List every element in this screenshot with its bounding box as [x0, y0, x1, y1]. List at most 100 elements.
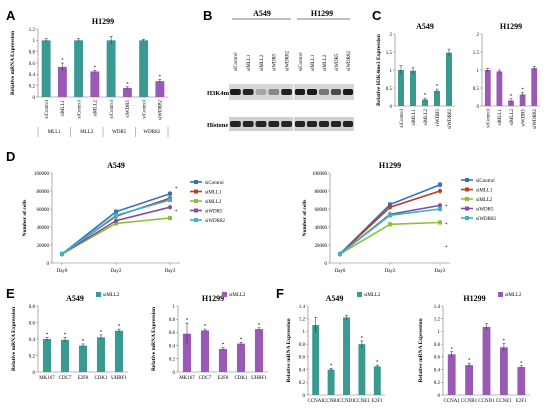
bar: [398, 70, 404, 106]
band-h3k4me3: [230, 89, 241, 95]
bar: [312, 325, 320, 395]
x-tick-label: CCNB1: [323, 399, 340, 404]
y-tick-label: 60000: [315, 208, 328, 213]
bar: [114, 330, 124, 372]
band-h3k4me3: [281, 89, 292, 95]
lane-label: siMLL1: [247, 54, 252, 71]
x-tick-label: siWDR5: [126, 100, 131, 118]
y-tick-label: 0.8: [299, 343, 306, 348]
y-tick-label: 0.4: [434, 368, 441, 373]
significance-star: *: [159, 75, 162, 80]
y-tick-label: 0.4: [169, 344, 176, 349]
legend-swatch: [96, 292, 101, 297]
chart-title: H1299: [92, 17, 114, 26]
y-tick-label: 1.5: [473, 51, 480, 56]
y-tick-label: 0.2: [299, 381, 306, 386]
band-h3k4me3: [342, 89, 354, 95]
band-h3k4me3: [242, 89, 254, 95]
y-tick-label: 1: [438, 330, 441, 335]
x-tick-label: CCNA1: [307, 399, 324, 404]
y-tick-label: 2: [477, 33, 480, 38]
bar: [182, 333, 192, 372]
band-h3k4me3: [255, 89, 267, 95]
band-histone-h3: [281, 121, 292, 127]
x-tick-label: E2F1: [372, 399, 383, 404]
legend-label: siWDR5: [476, 207, 494, 212]
y-tick-label: 0.8: [29, 305, 36, 310]
legend-label: siMLL2: [476, 198, 493, 203]
y-tick-label: 1: [303, 330, 306, 335]
y-tick-label: 0: [325, 262, 328, 267]
y-tick-label: 0.4: [29, 338, 36, 343]
band-h3k4me3: [294, 89, 306, 95]
y-tick-label: 0.6: [29, 62, 36, 67]
legend-marker: [194, 208, 198, 213]
y-tick-label: 1.4: [434, 305, 441, 310]
bar: [42, 339, 52, 372]
y-tick-label: 1: [173, 305, 176, 310]
legend-label: siWDR82: [476, 217, 497, 222]
bar: [531, 68, 538, 106]
significance-star: *: [64, 333, 67, 338]
y-tick-label: 0: [47, 262, 50, 267]
significance-star: *: [510, 94, 513, 99]
lane-label: siControl: [299, 52, 304, 71]
chart-F2: H1299 Relative mRNA Expression 0 0.2 0.4 0.6 0…: [418, 292, 530, 404]
lane-label: siMLL2: [323, 54, 328, 71]
x-tick-label: CCNB1: [461, 399, 478, 404]
blot-title-h1299: H1299: [311, 9, 333, 18]
band-histone-h3: [318, 121, 330, 127]
legend-label: siWDR82: [205, 219, 226, 224]
band-h3k4me3: [318, 89, 330, 95]
x-tick-label: CCNE1: [354, 399, 370, 404]
chart-D2: H1299 Number of cells 0 20000 40000 60000 8000…: [302, 161, 497, 274]
series-line: [61, 199, 171, 255]
lane-label: siMLL1: [311, 54, 316, 71]
legend-marker: [194, 180, 198, 184]
x-tick-label: CDC7: [59, 376, 72, 381]
significance-star: *: [436, 85, 439, 90]
bar: [254, 329, 264, 372]
legend-swatch: [357, 292, 362, 297]
x-tick-label: siControl: [142, 99, 147, 118]
significance-star: *: [520, 361, 523, 366]
y-tick-label: 0.2: [434, 381, 441, 386]
legend-label: siMLL1: [205, 190, 222, 195]
bar: [343, 317, 350, 395]
chart-title: A549: [107, 161, 125, 170]
bar: [373, 366, 381, 395]
lane-label: siWDR5: [273, 53, 278, 71]
chart-C1: A549 Relative H3K4me3 Expression 0 0.5 1 1.5 2…: [376, 22, 455, 129]
x-tick-label: siControl: [77, 99, 82, 118]
bar: [155, 81, 165, 97]
bar: [496, 71, 503, 106]
bar: [236, 343, 246, 372]
blot-title-a549: A549: [253, 9, 271, 18]
significance-star: *: [240, 338, 243, 343]
y-tick-label: 20000: [37, 244, 50, 249]
legend-marker: [465, 216, 469, 220]
significance-star: *: [204, 325, 207, 330]
y-tick-label: 0: [390, 105, 393, 110]
y-tick-label: 0.8: [434, 343, 441, 348]
legend-marker: [194, 199, 198, 203]
y-tick-label: 1.2: [299, 318, 306, 323]
x-tick-label: siControl: [110, 99, 115, 118]
lane-label: siWDR82: [285, 51, 290, 72]
y-tick-label: 1: [477, 69, 480, 74]
y-tick-label: 1: [33, 39, 36, 44]
x-tick-label: Day0: [335, 269, 346, 274]
significance-star: *: [175, 210, 178, 215]
x-tick-label: siControl: [45, 99, 50, 118]
y-axis-label: Relative mRNA Expression: [418, 318, 424, 382]
y-axis-label: Relative mRNA Expression: [286, 318, 292, 382]
legend-marker: [465, 178, 469, 182]
group-label: WDR5: [112, 130, 127, 135]
x-tick-label: Day2: [111, 269, 122, 274]
significance-star: *: [445, 223, 448, 228]
significance-star: *: [445, 205, 448, 210]
y-tick-label: 60000: [37, 208, 50, 213]
chart-title: H1299: [202, 294, 224, 303]
legend-label: siMLL2: [229, 293, 246, 298]
